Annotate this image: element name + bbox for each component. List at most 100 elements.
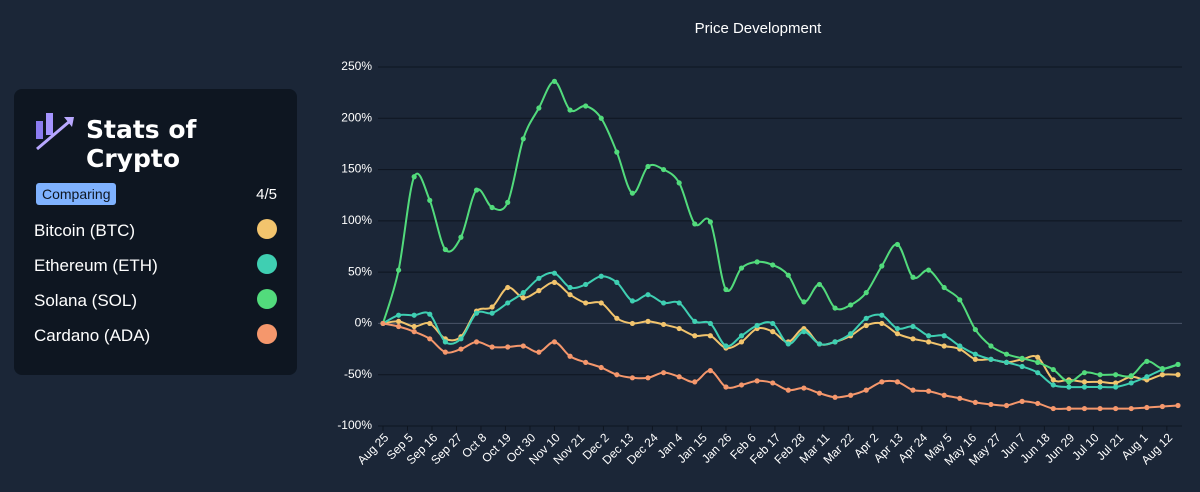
point (1097, 384, 1103, 390)
point (614, 315, 620, 321)
point (707, 368, 713, 374)
legend-swatch (257, 219, 277, 239)
point (411, 174, 417, 180)
point (816, 341, 823, 347)
point (894, 241, 901, 248)
point (598, 115, 604, 121)
point (505, 284, 511, 291)
point (707, 333, 713, 339)
point (411, 312, 417, 318)
point (520, 290, 526, 296)
point (583, 300, 589, 306)
point (645, 318, 651, 324)
point (614, 279, 620, 285)
point (1019, 398, 1025, 404)
point (520, 343, 526, 349)
point (567, 292, 573, 298)
point (1144, 404, 1150, 411)
point (458, 346, 464, 352)
point (785, 272, 791, 278)
legend-label: Ethereum (ETH) (34, 256, 158, 275)
point (536, 275, 542, 281)
point (848, 331, 854, 337)
x-tick-label: Aug 25 (355, 430, 392, 467)
point (988, 343, 994, 349)
point (629, 320, 636, 327)
point (458, 336, 464, 342)
point (676, 180, 682, 186)
point (1113, 405, 1119, 412)
point (770, 380, 776, 386)
legend-swatch (257, 324, 277, 344)
series-line (382, 80, 1179, 383)
point (957, 297, 963, 303)
point (785, 387, 791, 393)
point (988, 356, 994, 362)
point (1003, 359, 1010, 366)
point (645, 292, 651, 298)
point (863, 387, 869, 393)
point (972, 351, 978, 357)
point (692, 221, 698, 227)
point (770, 329, 776, 335)
point (738, 265, 745, 271)
point (785, 341, 791, 347)
point (473, 187, 480, 193)
point (879, 263, 885, 269)
point (1050, 405, 1056, 412)
point (1175, 402, 1181, 409)
point (551, 339, 558, 345)
count: 4/5 (256, 186, 277, 203)
point (427, 336, 433, 342)
point (676, 374, 682, 380)
point (1144, 374, 1150, 380)
point (505, 199, 511, 205)
point (894, 331, 901, 337)
point (1066, 405, 1072, 412)
point (1128, 373, 1134, 379)
legend-label: Cardano (ADA) (34, 326, 151, 345)
point (863, 315, 869, 321)
point (692, 333, 698, 339)
point (1159, 365, 1166, 372)
point (754, 322, 760, 329)
point (458, 234, 464, 240)
point (1081, 379, 1088, 385)
point (660, 321, 667, 328)
point (692, 318, 698, 324)
point (832, 394, 838, 400)
point (723, 343, 729, 349)
point (645, 375, 651, 381)
series-line (382, 271, 1179, 389)
legend-swatch (257, 289, 277, 309)
legend-item: Ethereum (ETH) (34, 254, 277, 276)
point (427, 197, 433, 203)
chart-title: Price Development (695, 20, 823, 37)
point (863, 290, 869, 296)
point (1066, 384, 1072, 390)
point (957, 395, 963, 401)
point (738, 333, 745, 339)
point (614, 149, 620, 155)
point (941, 284, 947, 291)
point (536, 105, 542, 111)
point (972, 356, 978, 362)
point (925, 388, 932, 394)
x-tick-label: Jul 10 (1069, 430, 1102, 463)
x-tick-label: Jul 21 (1094, 430, 1127, 463)
point (863, 322, 869, 329)
point (489, 204, 495, 211)
point (1003, 351, 1010, 357)
point (832, 305, 838, 311)
point (925, 267, 932, 273)
point (1019, 355, 1025, 361)
point (910, 336, 916, 342)
point (910, 323, 916, 330)
point (848, 392, 854, 398)
point (941, 333, 947, 339)
point (1081, 405, 1088, 412)
point (520, 295, 526, 301)
point (536, 288, 542, 294)
